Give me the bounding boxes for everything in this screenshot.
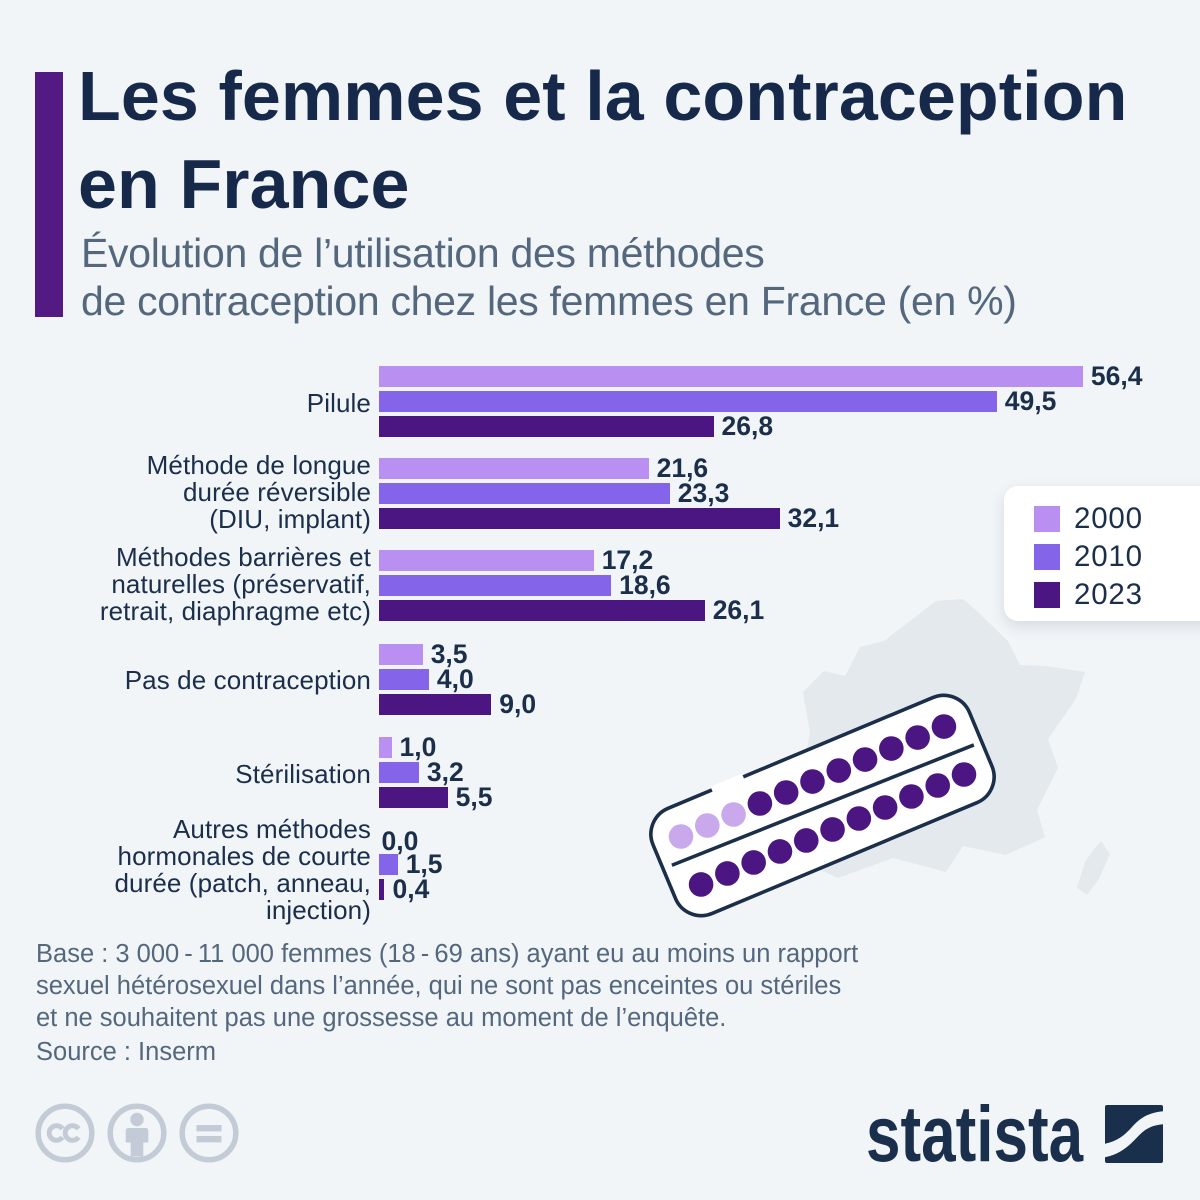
svg-text:statista: statista [866, 1095, 1084, 1175]
